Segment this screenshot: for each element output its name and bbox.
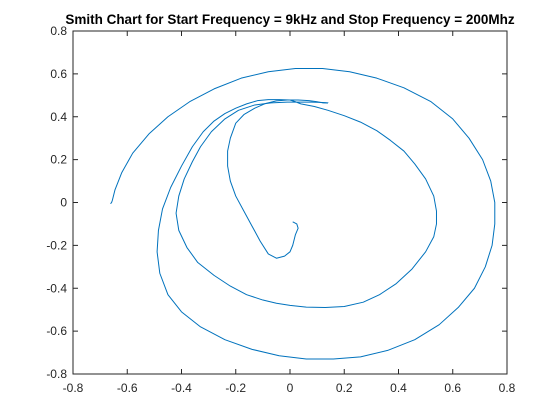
y-tick-label: 0 (60, 196, 67, 210)
x-axis-ticks: -0.8 -0.6 -0.4 -0.2 0 0.2 0.4 0.6 0.8 (63, 31, 516, 395)
y-axis-ticks: -0.8 -0.6 -0.4 -0.2 0 0.2 0.4 0.6 0.8 (46, 24, 507, 381)
x-tick-label: 0 (287, 381, 294, 395)
x-tick-label: 0.4 (390, 381, 407, 395)
spiral-curve-segment-2 (227, 99, 328, 259)
y-tick-label: -0.8 (46, 367, 67, 381)
x-tick-label: -0.8 (63, 381, 84, 395)
x-tick-label: -0.6 (117, 381, 138, 395)
y-tick-label: -0.2 (46, 238, 67, 252)
x-tick-label: 0.8 (499, 381, 516, 395)
x-tick-label: 0.6 (444, 381, 461, 395)
y-tick-label: 0.6 (50, 67, 67, 81)
spiral-curve-segment-1 (110, 68, 496, 360)
x-tick-label: -0.4 (171, 381, 192, 395)
y-tick-label: -0.4 (46, 281, 67, 295)
spiral-layer (110, 68, 496, 360)
x-tick-label: 0.2 (336, 381, 353, 395)
y-tick-label: 0.4 (50, 110, 67, 124)
y-tick-label: 0.2 (50, 153, 67, 167)
chart-title: Smith Chart for Start Frequency = 9kHz a… (65, 12, 515, 27)
x-tick-label: -0.2 (225, 381, 246, 395)
y-tick-label: 0.8 (50, 24, 67, 38)
y-tick-label: -0.6 (46, 324, 67, 338)
